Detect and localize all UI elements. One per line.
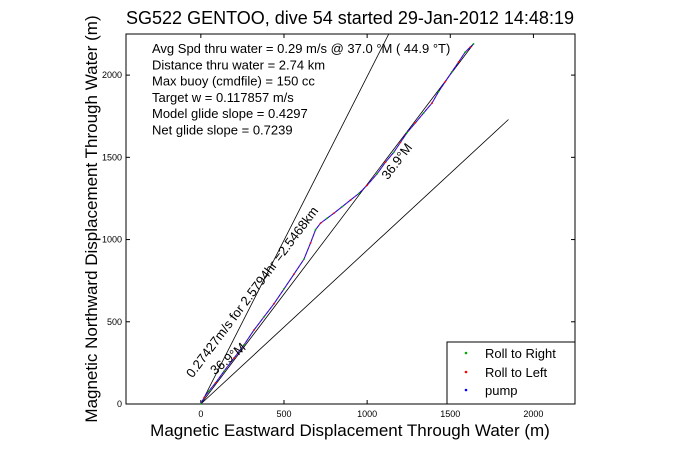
legend-label-roll-to-right: Roll to Right bbox=[485, 346, 556, 361]
info-line-3: Target w = 0.117857 m/s bbox=[152, 90, 294, 105]
y-tick-label: 1000 bbox=[102, 235, 122, 245]
roll-to-right-point bbox=[293, 273, 295, 275]
legend-item-pump: pump bbox=[464, 383, 518, 398]
legend-marker-roll-to-left bbox=[464, 370, 468, 374]
series-layer bbox=[199, 42, 475, 405]
roll-to-right-point bbox=[253, 329, 255, 331]
roll-to-right-point bbox=[384, 161, 387, 164]
info-line-5: Net glide slope = 0.7239 bbox=[152, 123, 293, 138]
roll-to-right-point bbox=[349, 199, 352, 201]
roll-to-right-point bbox=[464, 51, 467, 53]
roll-to-right-point bbox=[214, 381, 217, 384]
roll-to-right-point bbox=[406, 131, 408, 134]
reference-line-2 bbox=[200, 43, 474, 405]
x-tick-label: 1500 bbox=[440, 409, 460, 419]
roll-to-right-point bbox=[309, 241, 312, 244]
legend-marker-pump bbox=[464, 388, 468, 392]
info-line-1: Distance thru water = 2.74 km bbox=[152, 57, 325, 72]
reference-lines bbox=[200, 33, 509, 405]
roll-to-right-point bbox=[392, 151, 395, 154]
x-axis-label: Magnetic Eastward Displacement Through W… bbox=[150, 421, 550, 440]
roll-to-right-point bbox=[366, 184, 369, 187]
roll-to-right-point bbox=[469, 46, 472, 49]
roll-to-right-point bbox=[243, 343, 245, 346]
reference-line-1 bbox=[200, 119, 509, 405]
roll-to-right-point bbox=[457, 61, 460, 63]
reference-line-0 bbox=[200, 33, 390, 405]
roll-to-right-point bbox=[319, 222, 322, 225]
roll-to-right-point bbox=[422, 112, 425, 114]
y-tick-label: 1500 bbox=[102, 152, 122, 162]
info-line-2: Max buoy (cmdfile) = 150 cc bbox=[152, 74, 315, 89]
roll-to-right-point bbox=[444, 80, 447, 83]
roll-to-right-point bbox=[341, 205, 344, 208]
roll-to-right-point bbox=[273, 302, 275, 305]
roll-to-right-point bbox=[223, 370, 226, 373]
roll-to-right-point bbox=[451, 70, 453, 73]
chart-title: SG522 GENTOO, dive 54 started 29-Jan-201… bbox=[126, 8, 574, 28]
roll-to-right-point bbox=[208, 389, 211, 392]
roll-to-right-point bbox=[233, 357, 235, 359]
legend-marker-roll-to-right bbox=[464, 351, 468, 355]
roll-to-right-point bbox=[263, 315, 265, 318]
y-axis-label: Magnetic Northward Displacement Through … bbox=[82, 15, 101, 422]
roll-to-right-point bbox=[203, 396, 206, 399]
x-tick-label: 1000 bbox=[357, 409, 377, 419]
roll-to-right-point bbox=[303, 258, 305, 261]
roll-to-right-point bbox=[199, 403, 202, 405]
roll-to-right-point bbox=[332, 212, 335, 215]
roll-to-right-point bbox=[414, 121, 417, 124]
y-tick-label: 2000 bbox=[102, 70, 122, 80]
x-tick-label: 500 bbox=[276, 409, 291, 419]
info-line-0: Avg Spd thru water = 0.29 m/s @ 37.0 °M … bbox=[152, 41, 450, 56]
roll-to-right-point bbox=[399, 141, 402, 144]
roll-to-right-point bbox=[437, 90, 440, 93]
legend-label-roll-to-left: Roll to Left bbox=[485, 365, 548, 380]
legend-label-pump: pump bbox=[485, 383, 518, 398]
roll-to-right-point bbox=[314, 228, 317, 231]
roll-to-right-point bbox=[357, 192, 360, 195]
y-tick-label: 0 bbox=[117, 399, 122, 409]
x-tick-label: 2000 bbox=[523, 409, 543, 419]
roll-to-right-point bbox=[472, 42, 475, 45]
legend-item-roll-to-right: Roll to Right bbox=[464, 346, 556, 361]
roll-to-right-point bbox=[376, 172, 379, 175]
roll-to-right-point bbox=[431, 102, 433, 104]
legend: Roll to Right Roll to Left pump bbox=[446, 341, 576, 405]
legend-item-roll-to-left: Roll to Left bbox=[464, 365, 548, 380]
roll-to-right-point bbox=[326, 217, 329, 220]
roll-to-right-point bbox=[283, 287, 285, 290]
legend-box bbox=[446, 341, 576, 405]
info-line-4: Model glide slope = 0.4297 bbox=[152, 106, 308, 121]
info-text: Avg Spd thru water = 0.29 m/s @ 37.0 °M … bbox=[152, 41, 450, 138]
x-tick-label: 0 bbox=[198, 409, 203, 419]
y-tick-label: 500 bbox=[107, 317, 122, 327]
